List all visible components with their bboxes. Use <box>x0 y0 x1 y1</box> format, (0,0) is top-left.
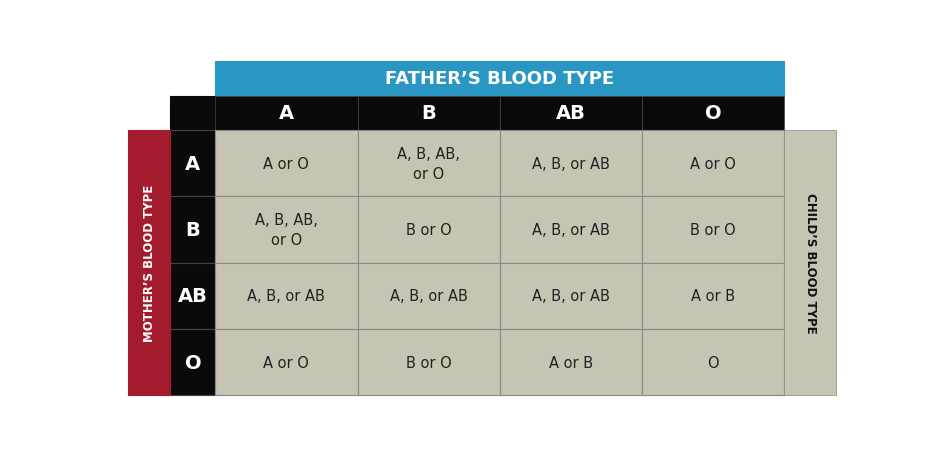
Text: A, B, or AB: A, B, or AB <box>532 156 609 171</box>
Text: B or O: B or O <box>690 223 735 238</box>
Bar <box>215 97 357 131</box>
Text: AB: AB <box>555 104 586 123</box>
Bar <box>641 97 783 131</box>
Text: B or O: B or O <box>406 223 451 238</box>
Text: AB: AB <box>178 287 208 306</box>
Bar <box>641 131 783 197</box>
Bar <box>170 97 215 131</box>
Bar <box>499 263 641 329</box>
Bar <box>215 62 783 97</box>
Text: FATHER’S BLOOD TYPE: FATHER’S BLOOD TYPE <box>385 70 613 88</box>
Text: A or O: A or O <box>264 355 309 370</box>
Bar <box>357 97 499 131</box>
Text: A, B, or AB: A, B, or AB <box>532 289 609 304</box>
Bar <box>128 131 170 395</box>
Bar <box>215 131 357 197</box>
Text: B: B <box>186 221 200 239</box>
Bar <box>641 329 783 395</box>
Bar <box>499 329 641 395</box>
Text: A, B, or AB: A, B, or AB <box>247 289 325 304</box>
Text: A, B, AB,
or O: A, B, AB, or O <box>254 213 317 248</box>
Bar <box>215 263 357 329</box>
Bar <box>357 197 499 263</box>
Bar <box>357 131 499 197</box>
Text: O: O <box>704 104 721 123</box>
Bar <box>170 263 215 329</box>
Bar <box>783 131 835 395</box>
Bar <box>499 197 641 263</box>
Bar <box>170 197 215 263</box>
Text: A: A <box>278 104 293 123</box>
Bar <box>170 329 215 395</box>
Text: A: A <box>185 155 200 174</box>
Text: A or O: A or O <box>264 156 309 171</box>
Bar <box>215 197 357 263</box>
Text: B: B <box>420 104 435 123</box>
Bar <box>215 329 357 395</box>
Bar <box>170 131 215 197</box>
Bar <box>357 329 499 395</box>
Text: O: O <box>706 355 718 370</box>
Text: A or B: A or B <box>690 289 734 304</box>
Text: B or O: B or O <box>406 355 451 370</box>
Bar <box>641 197 783 263</box>
Text: A, B, AB,
or O: A, B, AB, or O <box>397 147 459 181</box>
Text: A or B: A or B <box>548 355 592 370</box>
Text: CHILD’S BLOOD TYPE: CHILD’S BLOOD TYPE <box>803 193 816 333</box>
Bar <box>499 97 641 131</box>
Text: A or O: A or O <box>690 156 735 171</box>
Bar <box>499 131 641 197</box>
Text: O: O <box>185 353 201 372</box>
Text: MOTHER’S BLOOD TYPE: MOTHER’S BLOOD TYPE <box>142 184 155 341</box>
Text: A, B, or AB: A, B, or AB <box>389 289 467 304</box>
Bar <box>357 263 499 329</box>
Bar <box>641 263 783 329</box>
Text: A, B, or AB: A, B, or AB <box>532 223 609 238</box>
